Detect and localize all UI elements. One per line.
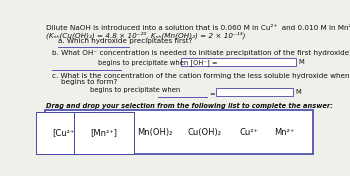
Text: Dilute NaOH is introduced into a solution that is 0.060 M in Cu²⁺  and 0.010 M i: Dilute NaOH is introduced into a solutio… [46, 25, 350, 31]
Text: Cu²⁺: Cu²⁺ [240, 128, 259, 137]
Text: begins to precipitate when [OH⁻] =: begins to precipitate when [OH⁻] = [98, 59, 217, 66]
Text: Mn(OH)₂: Mn(OH)₂ [137, 128, 172, 137]
Text: =: = [209, 91, 215, 97]
Text: [Cu²⁺]: [Cu²⁺] [52, 128, 78, 137]
Text: Cu(OH)₂: Cu(OH)₂ [187, 128, 221, 137]
Bar [216, 88, 293, 96]
Bar [181, 58, 296, 66]
Text: b. What OH⁻ concentration is needed to initiate precipitation of the first hydro: b. What OH⁻ concentration is needed to i… [51, 50, 350, 56]
Text: begins to form?: begins to form? [51, 79, 117, 85]
Bar [45, 111, 313, 154]
Text: M: M [299, 59, 304, 65]
Text: (Kₙₕ(Cu(OH)₂) = 4.8 × 10⁻²⁰, Kₙₕ(Mn(OH)₂) = 2 × 10⁻¹³): (Kₙₕ(Cu(OH)₂) = 4.8 × 10⁻²⁰, Kₙₕ(Mn(OH)₂… [46, 31, 246, 39]
Text: [Mn²⁺]: [Mn²⁺] [91, 128, 118, 137]
Text: begins to precipitate when: begins to precipitate when [90, 87, 181, 93]
Text: M: M [296, 89, 301, 95]
Text: a. Which hydroxide precipitates first?: a. Which hydroxide precipitates first? [58, 38, 192, 44]
Text: c. What is the concentration of the cation forming the less soluble hydroxide wh: c. What is the concentration of the cati… [51, 73, 350, 79]
Text: Mn²⁺: Mn²⁺ [274, 128, 294, 137]
Text: Drag and drop your selection from the following list to complete the answer:: Drag and drop your selection from the fo… [46, 103, 333, 109]
